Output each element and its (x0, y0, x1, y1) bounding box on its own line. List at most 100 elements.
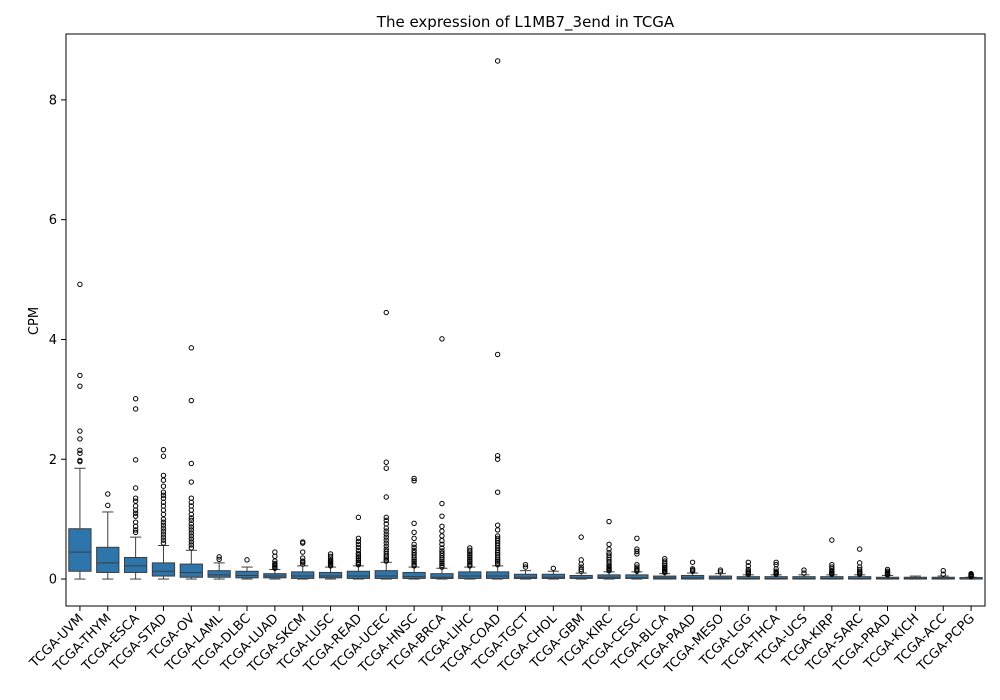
outlier-point (522, 561, 529, 568)
outlier-point (662, 569, 668, 576)
outlier-point (132, 396, 139, 402)
outlier-point (216, 554, 222, 560)
outlier-point (160, 483, 167, 489)
outlier-point (188, 524, 195, 530)
outlier-point (968, 573, 974, 580)
y-axis-label: CPM (27, 307, 42, 335)
box-group (569, 534, 593, 580)
box (123, 556, 148, 573)
outlier-point (634, 548, 640, 555)
outlier-point (439, 533, 445, 539)
outlier-point (411, 520, 417, 527)
box-group (68, 281, 92, 580)
outlier-point (578, 534, 584, 540)
x-axis: TCGA-UVMTCGA-THYMTCGA-ESCATCGA-STADTCGA-… (26, 606, 978, 677)
outlier-point (132, 523, 139, 530)
outlier-point (411, 529, 417, 536)
outlier-point (773, 571, 779, 577)
outlier-point (355, 514, 362, 521)
box-group (848, 546, 872, 580)
box-group (764, 559, 788, 580)
outlier-point (411, 560, 417, 566)
outlier-point (355, 544, 362, 551)
box (513, 573, 538, 579)
outlier-point (132, 485, 139, 491)
box-group (430, 336, 454, 580)
outlier-point (606, 567, 612, 574)
box-group (875, 566, 900, 580)
box-group (680, 559, 705, 580)
outlier-point (494, 522, 501, 528)
outlier-point (717, 569, 724, 575)
outlier-point (439, 538, 445, 544)
outlier-point (77, 383, 83, 389)
box (235, 570, 259, 579)
outlier-point (606, 518, 612, 525)
outlier-point (411, 535, 417, 542)
outlier-point (411, 544, 417, 551)
box (597, 574, 621, 579)
box-group (263, 549, 287, 580)
y-axis: 0 2 4 6 8 (49, 93, 66, 588)
outlier-point (327, 563, 334, 569)
outlier-point (411, 478, 417, 484)
outlier-point (77, 372, 83, 379)
outlier-point (383, 465, 389, 471)
outlier-point (105, 502, 111, 509)
box (402, 571, 426, 579)
outlier-point (383, 309, 389, 316)
outlier-point (494, 452, 501, 459)
outlier-point (160, 528, 167, 534)
outlier-point (77, 281, 83, 288)
box (625, 574, 649, 579)
outlier-point (940, 571, 946, 577)
outlier-point (439, 557, 445, 563)
box-group (513, 561, 538, 580)
outlier-point (188, 515, 195, 521)
outlier-point (439, 564, 445, 570)
outlier-point (467, 554, 473, 561)
outlier-point (689, 568, 696, 574)
outlier-point (132, 507, 139, 513)
outlier-point (606, 546, 612, 552)
outlier-point (160, 489, 167, 495)
outlier-point (132, 513, 139, 519)
outlier-point (188, 517, 195, 524)
outlier-point (467, 551, 473, 557)
outlier-point (383, 558, 389, 564)
outlier-point (383, 555, 389, 561)
y-tick-label: 6 (49, 213, 57, 228)
outlier-point (717, 567, 724, 573)
outlier-point (884, 572, 891, 578)
outlier-point (578, 566, 584, 573)
outlier-point (467, 560, 473, 566)
box (486, 571, 510, 579)
y-tick-label: 4 (49, 333, 57, 348)
box-group (235, 557, 259, 580)
outlier-point (494, 527, 501, 533)
outlier-point (355, 535, 362, 542)
box-group (151, 446, 176, 580)
outlier-point (383, 517, 389, 524)
outlier-point (160, 492, 167, 498)
outlier-point (494, 489, 501, 495)
outlier-point (494, 558, 501, 564)
box (541, 573, 565, 579)
box-group (597, 518, 621, 580)
outlier-point (383, 459, 389, 465)
outlier-point (160, 472, 167, 479)
outlier-point (801, 570, 807, 576)
outlier-point (160, 499, 167, 506)
outlier-point (188, 345, 195, 351)
outlier-point (383, 494, 389, 500)
outlier-point (745, 571, 751, 577)
outlier-point (188, 460, 195, 467)
outlier-point (856, 571, 863, 577)
outlier-point (494, 560, 501, 566)
outlier-point (773, 559, 779, 565)
outlier-point (132, 498, 139, 504)
outlier-point (467, 563, 473, 569)
outlier-point (494, 456, 501, 462)
box (68, 528, 92, 572)
outlier-point (439, 513, 445, 519)
